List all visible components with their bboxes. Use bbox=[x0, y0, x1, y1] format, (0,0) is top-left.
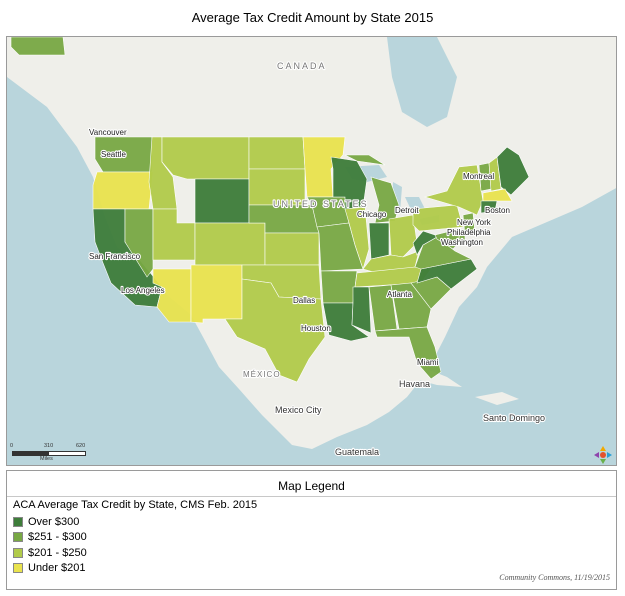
legend-item-label: Under $201 bbox=[28, 562, 86, 575]
legend-swatch bbox=[13, 563, 23, 574]
label-los-angeles: Los Angeles bbox=[121, 286, 165, 295]
label-detroit: Detroit bbox=[395, 206, 419, 215]
map-legend-panel: Map Legend ACA Average Tax Credit by Sta… bbox=[6, 470, 617, 590]
label-seattle: Seattle bbox=[101, 150, 126, 159]
legend-item: $251 - $300 bbox=[13, 530, 87, 546]
state-north-dakota[interactable] bbox=[248, 136, 306, 170]
state-kansas[interactable] bbox=[264, 232, 320, 266]
label-mexico: MÉXICO bbox=[243, 370, 281, 379]
label-mexico-city: Mexico City bbox=[275, 405, 322, 415]
state-colorado[interactable] bbox=[194, 222, 266, 266]
label-philadelphia: Philadelphia bbox=[447, 228, 491, 237]
label-washington: Washington bbox=[441, 238, 483, 247]
state-new-jersey[interactable] bbox=[462, 212, 476, 236]
label-vancouver: Vancouver bbox=[89, 128, 127, 137]
state-arkansas[interactable] bbox=[320, 270, 358, 304]
label-atlanta: Atlanta bbox=[387, 290, 412, 299]
legend-item: Under $201 bbox=[13, 561, 87, 577]
hispaniola-island bbox=[475, 392, 519, 405]
legend-swatch bbox=[13, 547, 23, 558]
states-layer[interactable] bbox=[10, 37, 530, 383]
state-maine[interactable] bbox=[496, 146, 530, 196]
choropleth-map[interactable]: CANADA UNITED STATES MÉXICO Mexico City … bbox=[7, 37, 617, 466]
community-commons-logo-icon[interactable] bbox=[593, 445, 613, 465]
label-miami: Miami bbox=[417, 358, 439, 367]
label-san-francisco: San Francisco bbox=[89, 252, 141, 261]
state-florida[interactable] bbox=[374, 326, 442, 380]
hudson-bay bbox=[387, 37, 457, 127]
scale-tick-2: 620 bbox=[76, 443, 86, 449]
label-havana: Havana bbox=[399, 379, 430, 389]
state-alaska[interactable] bbox=[10, 37, 66, 56]
state-massachusetts[interactable] bbox=[482, 188, 513, 202]
legend-item-label: Over $300 bbox=[28, 515, 80, 528]
map-viewport[interactable]: CANADA UNITED STATES MÉXICO Mexico City … bbox=[6, 36, 617, 466]
map-scale-bar: 0 310 620 Miles bbox=[10, 441, 90, 463]
label-new-york: New York bbox=[457, 218, 492, 227]
state-oregon[interactable] bbox=[92, 171, 154, 210]
label-houston: Houston bbox=[301, 324, 331, 333]
state-ohio[interactable] bbox=[388, 214, 418, 258]
state-texas[interactable] bbox=[224, 278, 326, 383]
label-dallas: Dallas bbox=[293, 296, 315, 305]
state-connecticut[interactable] bbox=[480, 200, 498, 214]
state-wyoming[interactable] bbox=[194, 178, 250, 224]
map-title: Average Tax Credit Amount by State 2015 bbox=[191, 10, 434, 25]
scale-tick-1: 310 bbox=[44, 443, 54, 449]
legend-swatch bbox=[13, 532, 23, 543]
scale-bar-graphic bbox=[12, 451, 86, 456]
state-new-mexico[interactable] bbox=[190, 264, 243, 324]
scale-unit: Miles bbox=[40, 456, 53, 462]
label-chicago: Chicago bbox=[357, 210, 387, 219]
state-indiana[interactable] bbox=[368, 222, 390, 260]
legend-title: Map Legend bbox=[278, 479, 345, 493]
state-alabama[interactable] bbox=[368, 284, 398, 332]
legend-subtitle: ACA Average Tax Credit by State, CMS Feb… bbox=[13, 499, 258, 511]
label-santo-domingo: Santo Domingo bbox=[483, 413, 545, 423]
state-montana[interactable] bbox=[161, 136, 250, 180]
legend-divider bbox=[7, 496, 616, 497]
legend-item: Over $300 bbox=[13, 514, 87, 530]
label-guatemala: Guatemala bbox=[335, 447, 379, 457]
state-mississippi[interactable] bbox=[351, 286, 372, 334]
scale-tick-0: 0 bbox=[10, 443, 14, 449]
state-minnesota[interactable] bbox=[302, 136, 346, 198]
label-montreal: Montreal bbox=[463, 172, 494, 181]
state-georgia[interactable] bbox=[390, 282, 432, 330]
state-nevada[interactable] bbox=[124, 208, 154, 278]
state-maryland[interactable] bbox=[434, 228, 460, 250]
label-canada: CANADA bbox=[277, 61, 327, 71]
legend-item-label: $251 - $300 bbox=[28, 531, 87, 544]
legend-item: $201 - $250 bbox=[13, 545, 87, 561]
cuba-island bbox=[387, 365, 462, 387]
state-pennsylvania[interactable] bbox=[412, 204, 464, 232]
legend-item-label: $201 - $250 bbox=[28, 546, 87, 559]
label-united-states: UNITED STATES bbox=[273, 199, 369, 209]
legend-swatch bbox=[13, 516, 23, 527]
state-new-york[interactable] bbox=[423, 164, 484, 216]
map-credit: Community Commons, 11/19/2015 bbox=[499, 573, 610, 582]
label-boston: Boston bbox=[485, 206, 510, 215]
legend-items: Over $300 $251 - $300 $201 - $250 Under … bbox=[13, 514, 87, 576]
